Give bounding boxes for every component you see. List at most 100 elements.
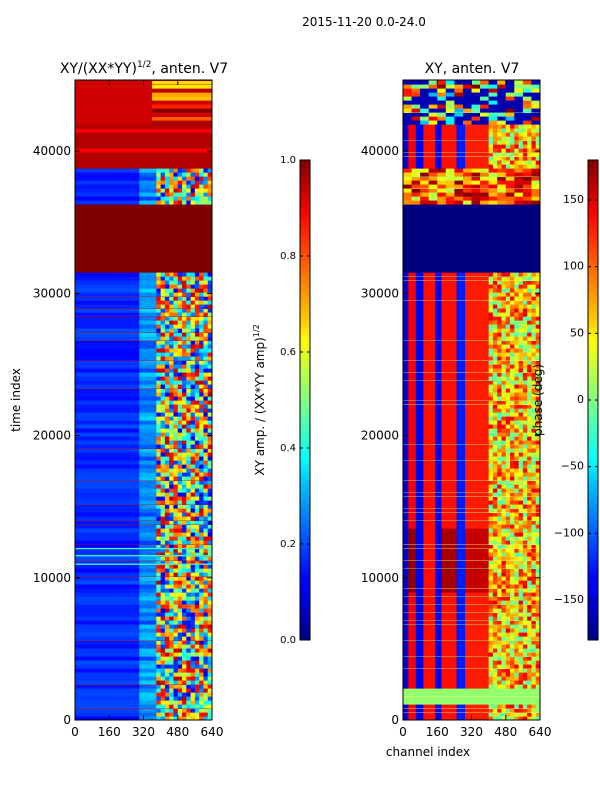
left-heatmap-cell [156,416,162,421]
left-heatmap-cell [186,524,192,529]
right-heatmap-cell [535,484,540,489]
right-heatmap-cell [408,140,417,145]
left-heatmap-cell [75,352,140,357]
right-heatmap-cell [497,392,503,397]
left-heatmap-cell [164,328,170,333]
left-heatmap-cell [75,476,140,481]
left-heatmap-cell [203,440,209,445]
left-heatmap-cell [190,472,196,477]
right-heatmap-cell [505,180,515,185]
right-heatmap-cell [527,312,533,317]
left-heatmap-cell [199,384,205,389]
right-heatmap-cell [518,428,524,433]
left-heatmap-cell [139,548,157,553]
left-heatmap-cell [75,592,140,597]
left-heatmap-cell [203,568,209,573]
left-heatmap-cell [75,556,140,561]
right-heatmap-cell [435,492,443,497]
right-heatmap-cell [415,324,424,329]
right-heatmap-cell [456,564,466,569]
right-heatmap-cell [505,508,511,513]
right-heatmap-cell [505,592,511,597]
left-heatmap-cell [177,432,183,437]
right-heatmap-cell [435,484,443,489]
right-heatmap-cell [456,456,466,461]
left-heatmap-cell [75,136,212,141]
right-heatmap-cell [510,572,515,577]
right-heatmap-cell [510,308,515,313]
left-heatmap-cell [156,688,162,693]
left-heatmap-cell [164,516,170,521]
left-heatmap-cell [199,368,205,373]
right-heatmap-cell [403,248,540,253]
left-heatmap-cell [160,616,166,621]
right-heatmap-cell [437,108,447,113]
left-heatmap-cell [177,440,183,445]
left-heatmap-cell [177,276,183,281]
right-heatmap-cell [423,400,436,405]
right-heatmap-cell [518,292,524,297]
right-heatmap-cell [456,360,466,365]
right-heatmap-cell [423,600,436,605]
right-heatmap-cell [408,352,417,357]
right-heatmap-cell [510,428,515,433]
right-heatmap-cell [514,424,520,429]
right-heatmap-cell [527,644,533,649]
left-heatmap-cell [190,328,196,333]
left-heatmap-cell [173,424,179,429]
right-heatmap-cell [456,336,466,341]
left-heatmap-cell [182,628,187,633]
right-heatmap-cell [408,644,417,649]
right-heatmap-cell [441,404,458,409]
left-heatmap-cell [75,408,140,413]
right-heatmap-cell [408,500,417,505]
right-heatmap-cell [505,348,511,353]
left-heatmap-cell [194,444,200,449]
right-heatmap-cell [535,308,540,313]
right-heatmap-cell [465,376,490,381]
right-heatmap-cell [522,344,528,349]
right-heatmap-cell [501,312,507,317]
right-heatmap-cell [531,388,537,393]
left-heatmap-cell [173,372,179,377]
right-heatmap-cell [408,540,417,545]
left-heatmap-cell [164,400,170,405]
left-heatmap-cell [186,580,192,585]
right-heatmap-cell [423,640,436,645]
right-heatmap-cell [492,556,498,561]
left-heatmap-cell [182,288,187,293]
left-heatmap-cell [199,404,205,409]
right-heatmap-cell [465,656,490,661]
right-heatmap-cell [514,176,524,181]
left-heatmap-cell [156,712,162,717]
right-heatmap-cell [501,360,507,365]
right-heatmap-cell [527,536,533,541]
right-heatmap-cell [435,156,443,161]
left-heatmap-cell [186,272,192,277]
right-heatmap-cell [492,340,498,345]
right-heatmap-cell [488,520,494,525]
right-heatmap-cell [531,400,537,405]
right-heatmap-cell [492,464,498,469]
x-tick-label: 160 [98,725,121,739]
right-heatmap-cell [408,476,417,481]
left-heatmap-cell [160,632,166,637]
left-heatmap-cell [203,576,209,581]
right-heatmap-cell [435,340,443,345]
right-heatmap-cell [408,372,417,377]
right-heatmap-cell [501,668,507,673]
left-heatmap-cell [139,292,157,297]
left-heatmap-cell [156,708,162,713]
left-heatmap-cell [177,572,183,577]
right-heatmap-cell [423,612,436,617]
left-heatmap-cell [164,272,170,277]
right-heatmap-cell [408,600,417,605]
left-heatmap-cell [207,500,212,505]
right-heatmap-cell [437,120,447,125]
left-heatmap-cell [182,184,187,189]
right-heatmap-cell [456,544,466,549]
right-heatmap-cell [423,280,436,285]
right-heatmap-cell [505,616,511,621]
left-heatmap-cell [182,360,187,365]
right-heatmap-cell [510,580,515,585]
